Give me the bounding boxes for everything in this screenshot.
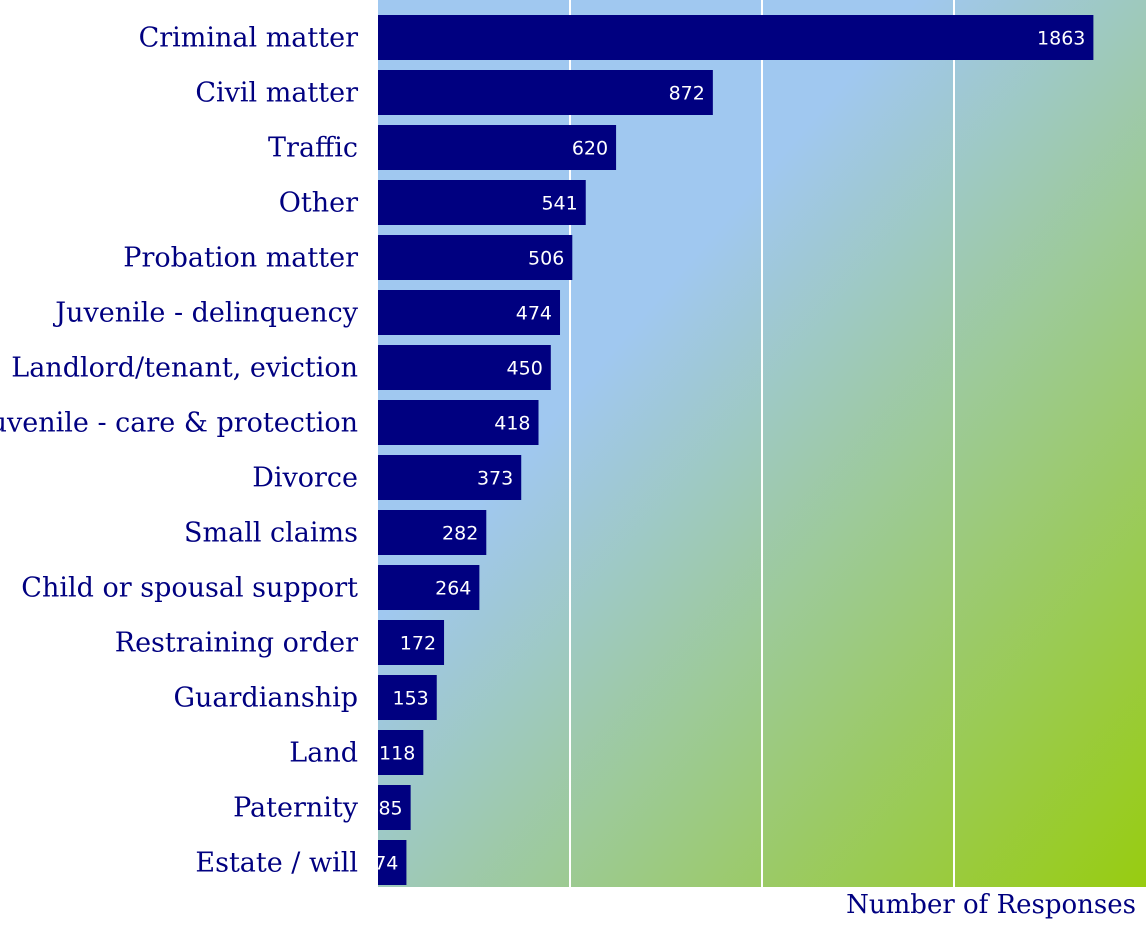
bar: [378, 180, 586, 225]
value-label: 474: [516, 303, 552, 325]
value-label: 153: [392, 688, 428, 710]
category-label: Restraining order: [115, 628, 358, 659]
bar: [378, 565, 480, 610]
value-label: 506: [528, 248, 564, 270]
category-label: Other: [279, 188, 358, 219]
category-label: Child or spousal support: [21, 573, 358, 604]
bar: [378, 400, 539, 445]
value-label: 872: [669, 83, 705, 105]
x-axis-label: Number of Responses: [846, 890, 1136, 920]
category-label: Small claims: [184, 518, 358, 549]
bar: [378, 290, 561, 335]
category-label: Landlord/tenant, eviction: [11, 353, 358, 384]
category-label: Criminal matter: [139, 23, 359, 54]
bar: [378, 70, 713, 115]
value-label: 1863: [1037, 28, 1085, 50]
bar: [378, 510, 487, 555]
bar: [378, 235, 573, 280]
bar: [378, 125, 617, 170]
category-label: Civil matter: [195, 78, 358, 109]
value-label: 282: [442, 523, 478, 545]
category-labels: Criminal matter Civil matter Traffic Other P…: [0, 23, 359, 879]
bar: [378, 345, 551, 390]
category-label: Juvenile - care & protection: [0, 408, 358, 439]
value-label: 373: [477, 468, 513, 490]
value-label: 418: [494, 413, 530, 435]
bar: [378, 620, 445, 665]
category-label: Paternity: [233, 793, 359, 824]
category-label: Traffic: [268, 133, 358, 164]
category-label: Land: [289, 738, 358, 769]
category-label: Divorce: [252, 463, 358, 494]
value-label: 172: [400, 633, 436, 655]
value-label: 85: [378, 798, 402, 820]
value-label: 541: [541, 193, 577, 215]
bar: [378, 15, 1094, 60]
category-label: Juvenile - delinquency: [52, 298, 358, 329]
value-label: 620: [572, 138, 608, 160]
category-label: Estate / will: [195, 848, 358, 879]
value-labels: 1863 872 620 541 506 474 450 418 373 282 264 172 153…: [374, 28, 1085, 875]
bar: [378, 675, 437, 720]
category-label: Probation matter: [123, 243, 358, 274]
bar: [378, 730, 424, 775]
value-label: 264: [435, 578, 471, 600]
bar: [378, 455, 522, 500]
bar: [378, 785, 411, 830]
bars: [378, 15, 1094, 885]
category-label: Guardianship: [173, 683, 358, 714]
value-label: 450: [507, 358, 543, 380]
bar: [378, 840, 407, 885]
value-label: 118: [379, 743, 415, 765]
value-label: 74: [374, 853, 398, 875]
